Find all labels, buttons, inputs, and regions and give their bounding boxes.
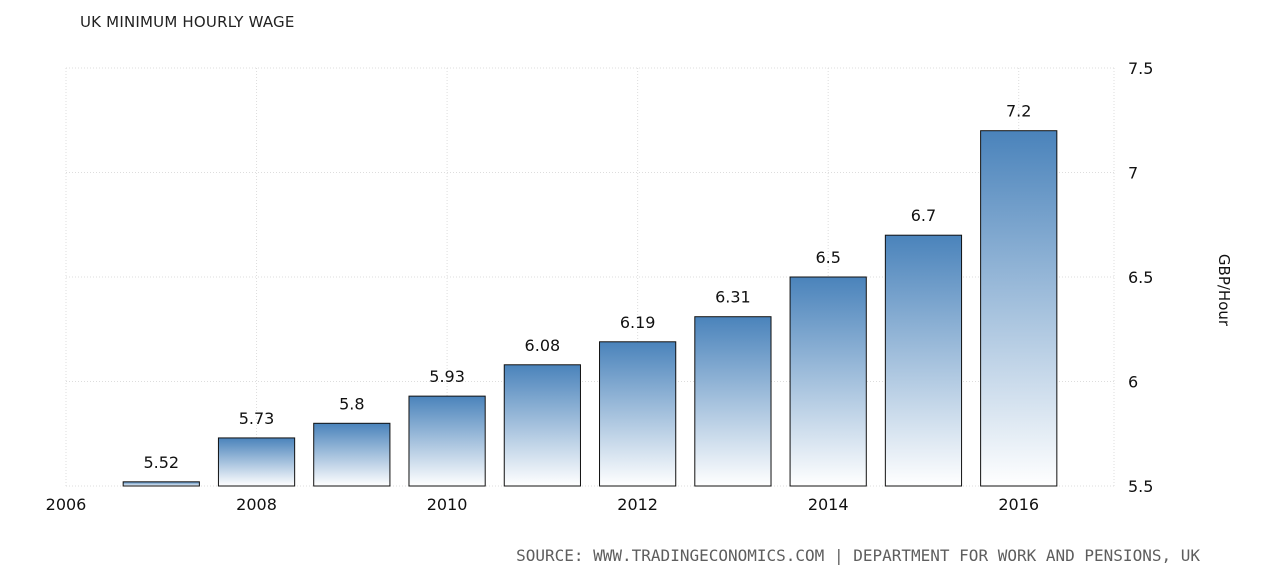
- bar-2013: [694, 316, 772, 487]
- data-label-2009: 5.8: [339, 394, 364, 413]
- x-tick-label: 2016: [998, 495, 1039, 514]
- data-label-2011: 6.08: [525, 336, 561, 355]
- data-label-2008: 5.73: [239, 409, 275, 428]
- y-tick-label: 6: [1128, 373, 1138, 392]
- data-label-2016: 7.2: [1006, 102, 1031, 121]
- data-label-2013: 6.31: [715, 288, 751, 307]
- x-tick-label: 2014: [808, 495, 849, 514]
- x-tick-label: 2006: [46, 495, 87, 514]
- y-tick-label: 6.5: [1128, 268, 1153, 287]
- y-axis-ticks: 5.5 6 6.5 7 7.5: [1128, 59, 1153, 496]
- bar-2016: [980, 130, 1058, 487]
- data-labels: 5.52 5.73 5.8 5.93 6.08 6.19 6.31 6.5 6.7 7.2: [143, 102, 1031, 472]
- data-label-2015: 6.7: [911, 206, 936, 225]
- y-tick-label: 5.5: [1128, 477, 1153, 496]
- source-note: SOURCE: WWW.TRADINGECONOMICS.COM | DEPAR…: [516, 546, 1200, 565]
- bars: [122, 130, 1058, 487]
- data-label-2012: 6.19: [620, 313, 656, 332]
- bar-2007: [122, 481, 200, 487]
- bar-2011: [503, 364, 581, 487]
- x-axis-ticks: 2006 2008 2010 2012 2014 2016: [46, 495, 1039, 514]
- bar-2009: [313, 422, 391, 487]
- data-label-2007: 5.52: [143, 453, 179, 472]
- bar-2015: [884, 234, 963, 487]
- bar-2014: [789, 276, 867, 487]
- chart-title: UK MINIMUM HOURLY WAGE: [80, 13, 295, 31]
- data-label-2010: 5.93: [429, 367, 465, 386]
- data-label-2014: 6.5: [815, 248, 840, 267]
- bar-2012: [599, 341, 677, 487]
- x-tick-label: 2008: [236, 495, 277, 514]
- y-tick-label: 7: [1128, 164, 1138, 183]
- y-axis-label: GBP/Hour: [1215, 254, 1233, 327]
- bar-2008: [217, 437, 296, 487]
- x-tick-label: 2012: [617, 495, 658, 514]
- bar-2010: [408, 395, 486, 487]
- y-tick-label: 7.5: [1128, 59, 1153, 78]
- x-tick-label: 2010: [427, 495, 468, 514]
